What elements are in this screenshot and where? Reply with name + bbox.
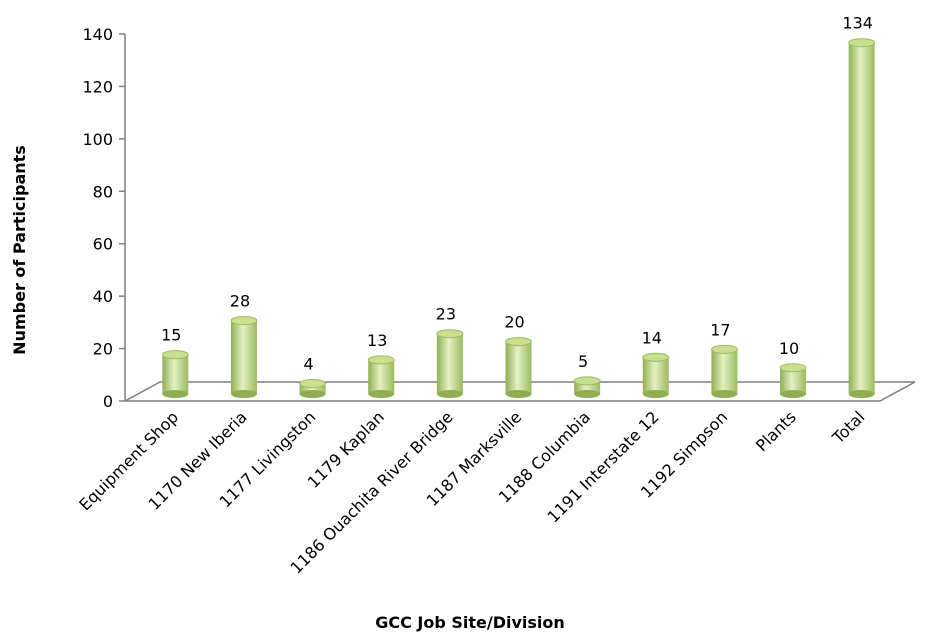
bar-top: [573, 376, 601, 386]
data-label: 23: [436, 305, 456, 324]
bars: [161, 38, 876, 398]
data-label: 20: [504, 313, 524, 332]
bar: [161, 350, 189, 398]
bar: [230, 316, 258, 398]
bar-body: [711, 349, 738, 394]
bar-base: [368, 390, 395, 398]
bar-base: [162, 390, 189, 398]
bar-top: [779, 363, 807, 373]
bar-base: [711, 390, 738, 398]
bar-top: [710, 344, 738, 354]
bar-top: [161, 350, 189, 360]
bar: [710, 344, 738, 398]
bar-body: [848, 42, 875, 394]
bar-base: [642, 390, 669, 398]
y-tick-label: 20: [93, 340, 113, 359]
data-label: 10: [779, 339, 799, 358]
bar: [367, 355, 395, 398]
bar-top: [436, 329, 464, 339]
data-label: 4: [303, 355, 313, 374]
bar-body: [642, 357, 669, 394]
data-label: 17: [710, 320, 730, 339]
bar-top: [367, 355, 395, 365]
bar-base: [780, 390, 807, 398]
bar: [848, 38, 876, 398]
y-tick-label: 140: [82, 25, 113, 44]
y-axis-title: Number of Participants: [10, 145, 29, 355]
data-label: 13: [367, 331, 387, 350]
bar-top: [230, 316, 258, 326]
bar: [779, 363, 807, 398]
bar-body: [368, 359, 395, 394]
data-label: 28: [230, 292, 250, 311]
bar: [436, 329, 464, 398]
y-tick-label: 40: [93, 287, 113, 306]
bar-base: [848, 390, 875, 398]
bar-top: [299, 379, 327, 389]
y-tick-label: 120: [82, 77, 113, 96]
bar: [642, 352, 670, 398]
y-tick-label: 80: [93, 182, 113, 201]
bar-base: [230, 390, 257, 398]
bar-base: [299, 390, 326, 398]
bar-body: [505, 341, 532, 394]
bar: [505, 337, 532, 398]
bar-body: [299, 383, 326, 394]
bar-base: [436, 390, 463, 398]
data-label: 134: [842, 14, 873, 33]
bar-body: [230, 320, 257, 394]
bar: [299, 379, 327, 398]
bar: [573, 376, 601, 398]
bar-body: [436, 333, 463, 394]
bar-base: [574, 390, 601, 398]
bar-body: [162, 354, 189, 394]
category-label: Plants: [752, 407, 800, 455]
y-tick-label: 60: [93, 235, 113, 254]
bar-top: [848, 38, 876, 48]
data-label: 15: [161, 326, 181, 345]
axes: 0 20 40 60 80 100 120 140: [82, 25, 126, 411]
bar-base: [505, 390, 532, 398]
bar-top: [505, 337, 532, 347]
x-axis-title: GCC Job Site/Division: [375, 613, 565, 632]
y-tick-label: 0: [103, 392, 113, 411]
bar-top: [642, 352, 670, 362]
data-label: 14: [642, 328, 662, 347]
data-label: 5: [578, 352, 588, 371]
category-label: Total: [828, 407, 869, 448]
y-tick-label: 100: [82, 130, 113, 149]
